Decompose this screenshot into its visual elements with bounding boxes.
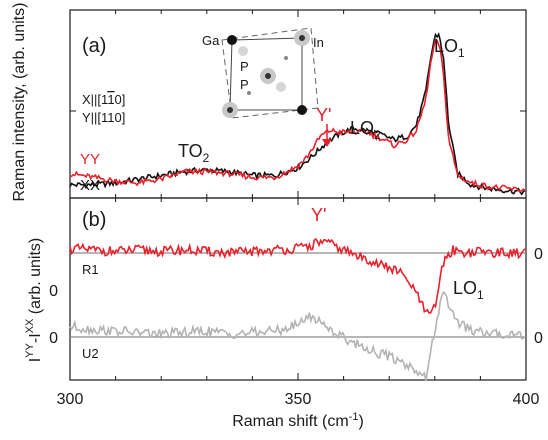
p-atom-icon	[238, 46, 248, 56]
panel-a-ylabel: Raman intensity, (arb. units)	[11, 3, 28, 202]
panel-b-ylabel: IYY-IXX (arb. units)	[24, 238, 44, 363]
to2-label: TO2	[178, 141, 210, 165]
ga-atom-icon	[227, 35, 237, 45]
x-axis-title: Raman shift (cm-1)	[232, 411, 364, 430]
series-line-yy	[70, 38, 526, 193]
in-label: In	[313, 35, 324, 50]
ga-label: Ga	[202, 33, 220, 48]
p-label-lower: P	[240, 77, 249, 92]
x-tick-labels: 300 350 400	[57, 391, 540, 408]
series-line-u2	[69, 291, 526, 381]
yprime-label-b: Y'	[311, 205, 326, 225]
zero-label-left-u2: 0	[49, 330, 58, 347]
lo1-label-a: LO1	[434, 36, 465, 60]
series-r1-label: R1	[82, 262, 99, 277]
series-yy-label: YY	[80, 151, 100, 168]
panel-a-lines	[69, 32, 526, 196]
series-line-r1	[69, 237, 526, 314]
yprime-label-a: Y'	[316, 105, 331, 125]
in-atom-core-icon	[227, 107, 233, 113]
ga-atom-icon	[297, 105, 307, 115]
zero-label-right-u2: 0	[534, 330, 543, 347]
series-u2-label: U2	[82, 346, 99, 361]
down-arrow-icon	[322, 139, 332, 147]
lo1-label-b: LO1	[453, 278, 484, 302]
series-xx-label: XX	[80, 177, 100, 194]
panel-a-ticks	[69, 10, 527, 199]
in-atom-core-icon	[299, 35, 305, 41]
x-tick-label: 300	[57, 391, 84, 408]
in-atom-core-icon	[265, 73, 271, 79]
inset-dashed-cell	[221, 27, 319, 119]
polarization-x-label: X||[110]	[82, 92, 125, 107]
lo2-label: LO2	[350, 118, 381, 142]
p-atom-icon	[276, 82, 286, 92]
zero-label-right-r1: 0	[534, 246, 543, 263]
panel-b-label: (b)	[82, 209, 106, 231]
panel-b-lines	[69, 237, 526, 381]
crystal-inset: Ga In P P	[202, 27, 324, 119]
panel-b-ticks	[69, 198, 527, 380]
panel-a-label: (a)	[82, 35, 106, 57]
p-small-atom-icon	[284, 56, 288, 60]
x-tick-label: 400	[513, 391, 540, 408]
polarization-y-label: Y||[110]	[82, 110, 125, 125]
p-label-upper: P	[240, 59, 249, 74]
p-small-atom-icon	[247, 91, 251, 95]
zero-label-left-r1: 0	[49, 283, 58, 300]
x-tick-label: 350	[285, 391, 312, 408]
